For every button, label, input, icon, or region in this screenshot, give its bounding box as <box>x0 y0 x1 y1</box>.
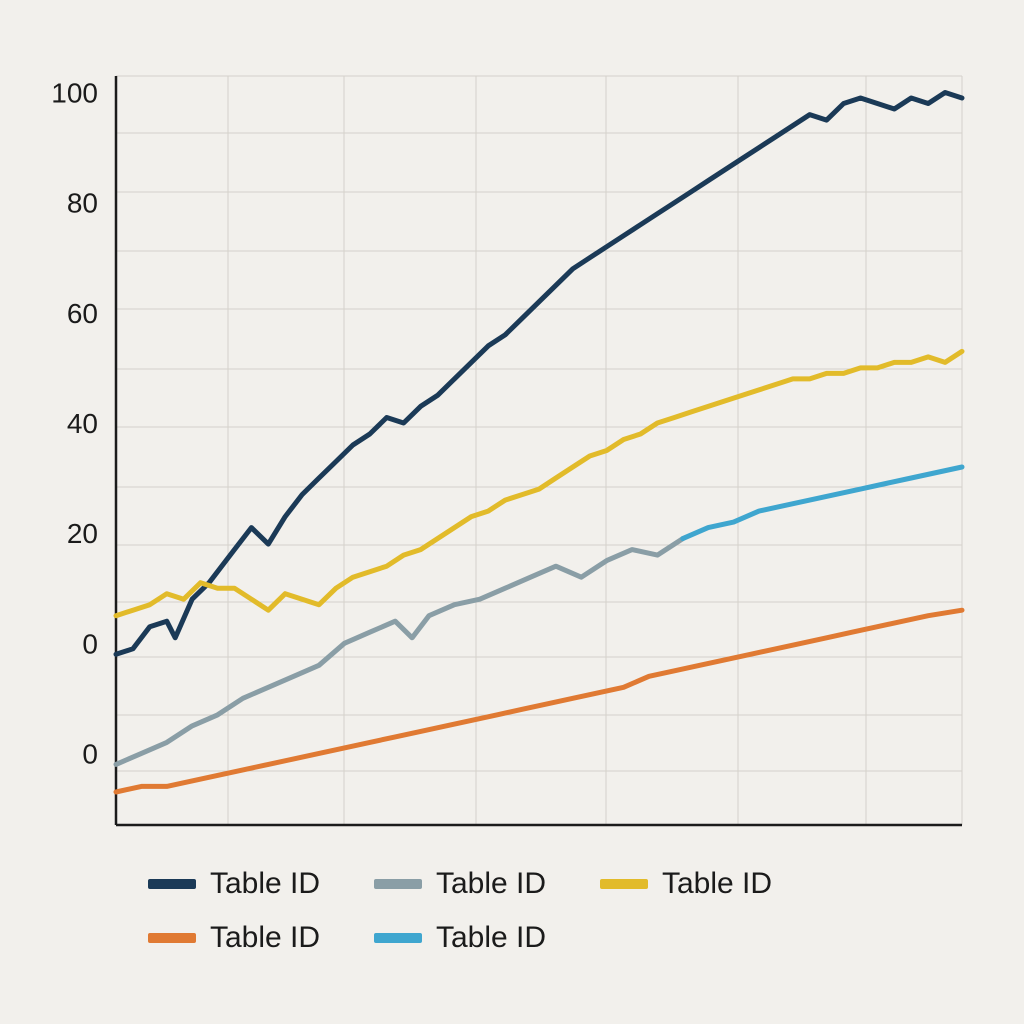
series-line <box>113 607 965 795</box>
legend-item: Table ID <box>374 862 600 906</box>
legend-label: Table ID <box>210 921 321 954</box>
legend-label: Table ID <box>662 867 773 900</box>
legend-label: Table ID <box>210 867 321 900</box>
y-tick-label: 20 <box>67 518 98 549</box>
y-tick-label: 0 <box>82 738 98 769</box>
legend-item: Table ID <box>148 862 374 906</box>
y-tick-labels: 100 80 60 40 20 0 0 <box>51 78 98 770</box>
y-tick-label: 80 <box>67 188 98 219</box>
series-line <box>113 90 965 657</box>
legend-swatch <box>374 879 422 889</box>
legend: Table ID Table ID Table ID Table ID Tabl… <box>148 862 868 960</box>
y-tick-label: 60 <box>67 298 98 329</box>
series-line <box>113 536 686 767</box>
legend-swatch <box>600 879 648 889</box>
y-tick-label: 0 <box>82 628 98 659</box>
y-tick-label: 100 <box>51 78 98 109</box>
legend-item: Table ID <box>148 916 374 960</box>
legend-label: Table ID <box>436 921 547 954</box>
series-lines <box>113 90 965 795</box>
legend-label: Table ID <box>436 867 547 900</box>
y-tick-label: 40 <box>67 408 98 439</box>
legend-item: Table ID <box>600 862 826 906</box>
series-line <box>680 464 965 542</box>
legend-swatch <box>374 933 422 943</box>
axes <box>114 76 962 827</box>
legend-swatch <box>148 879 196 889</box>
grid <box>116 75 963 825</box>
chart-canvas: 100 80 60 40 20 0 0 <box>51 75 965 827</box>
legend-item: Table ID <box>374 916 600 960</box>
series-line <box>113 348 965 619</box>
legend-swatch <box>148 933 196 943</box>
